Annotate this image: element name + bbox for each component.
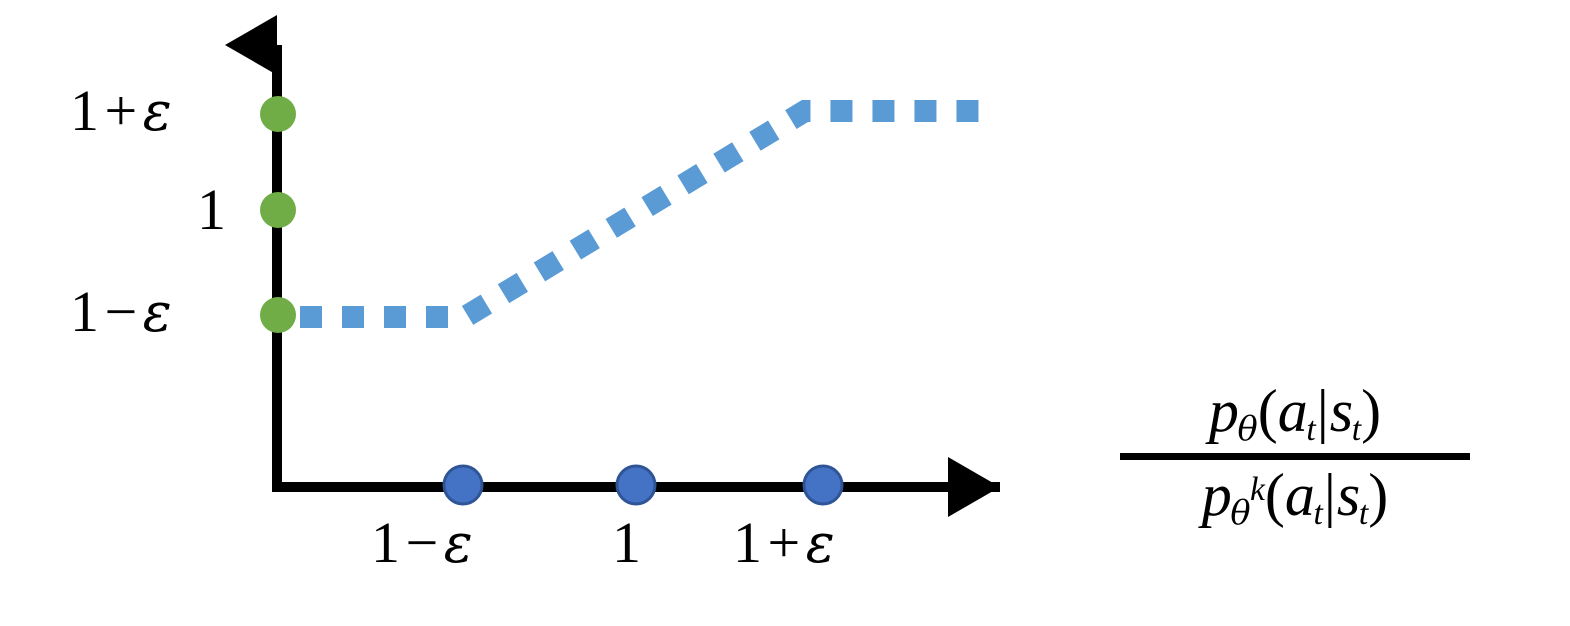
epsilon-symbol: ε (443, 512, 474, 575)
x-marker-one (615, 464, 657, 506)
conditional-bar: | (1323, 461, 1336, 528)
probability-ratio-label: pθ(at|st) pθk(at|st) (1120, 380, 1470, 531)
close-paren: ) (1368, 461, 1389, 528)
epsilon-symbol: ε (805, 512, 836, 575)
action-symbol: a (1284, 461, 1315, 528)
y-marker-one-minus-eps (260, 297, 296, 333)
clipped-ratio-curve (300, 100, 995, 328)
y-tick-lead: 1 (197, 177, 227, 242)
state-subscript: t (1358, 495, 1369, 533)
ratio-numerator: pθ(at|st) (1120, 380, 1470, 448)
x-tick-label-one-plus-eps: 1+ε (733, 514, 835, 572)
state-subscript: t (1351, 411, 1362, 449)
y-tick-label-one: 1 (197, 181, 227, 239)
x-tick-lead: 1 (612, 510, 642, 575)
action-symbol: a (1277, 378, 1308, 444)
y-tick-operator: − (104, 279, 138, 344)
x-tick-lead: 1 (733, 510, 763, 575)
y-tick-operator: + (104, 78, 138, 143)
theta-superscript-k: k (1249, 470, 1265, 508)
y-marker-one-plus-eps (260, 96, 296, 132)
y-tick-lead: 1 (70, 78, 100, 143)
fraction-bar (1120, 452, 1470, 460)
action-subscript: t (1313, 495, 1323, 533)
y-tick-label-one-minus-eps: 1−ε (70, 283, 172, 341)
action-subscript: t (1306, 411, 1316, 449)
x-axis-markers (442, 464, 844, 506)
close-paren: ) (1361, 378, 1382, 444)
open-paren: ( (1257, 378, 1278, 444)
ratio-denominator: pθk(at|st) (1120, 461, 1470, 533)
x-tick-label-one: 1 (612, 514, 642, 572)
x-tick-label-one-minus-eps: 1−ε (371, 514, 473, 572)
conditional-bar: | (1316, 378, 1329, 444)
x-tick-operator: − (405, 510, 439, 575)
x-tick-lead: 1 (371, 510, 401, 575)
p-symbol: p (1201, 461, 1232, 528)
epsilon-symbol: ε (142, 80, 173, 143)
x-tick-operator: + (767, 510, 801, 575)
x-marker-one-minus-eps (442, 464, 484, 506)
theta-symbol: θ (1230, 493, 1251, 533)
y-tick-lead: 1 (70, 279, 100, 344)
y-tick-label-one-plus-eps: 1+ε (70, 82, 172, 140)
open-paren: ( (1264, 461, 1285, 528)
epsilon-symbol: ε (142, 281, 173, 344)
y-marker-one (260, 192, 296, 228)
state-symbol: s (1329, 378, 1354, 444)
p-symbol: p (1208, 378, 1239, 444)
y-axis-markers (260, 96, 296, 333)
theta-symbol: θ (1237, 409, 1258, 449)
state-symbol: s (1336, 461, 1361, 528)
x-marker-one-plus-eps (802, 464, 844, 506)
